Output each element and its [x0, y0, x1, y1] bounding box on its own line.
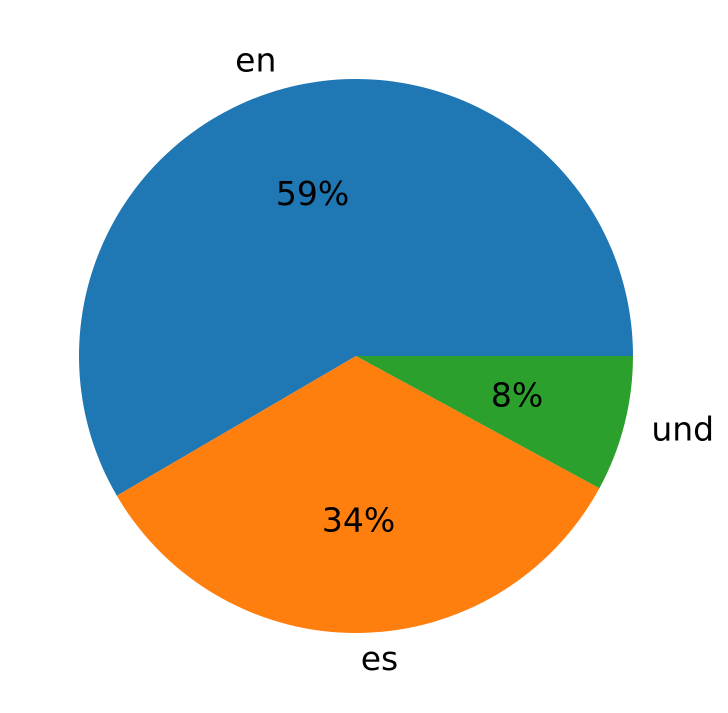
value-label: 34%: [322, 501, 395, 540]
value-label: 8%: [491, 375, 543, 414]
category-label: es: [361, 639, 399, 678]
pie-slice: [356, 356, 633, 489]
pie-slice: [78, 78, 633, 496]
category-label: en: [235, 40, 276, 79]
category-label: und: [651, 410, 714, 449]
value-label: 59%: [276, 174, 349, 213]
pie-slice: [116, 356, 600, 633]
